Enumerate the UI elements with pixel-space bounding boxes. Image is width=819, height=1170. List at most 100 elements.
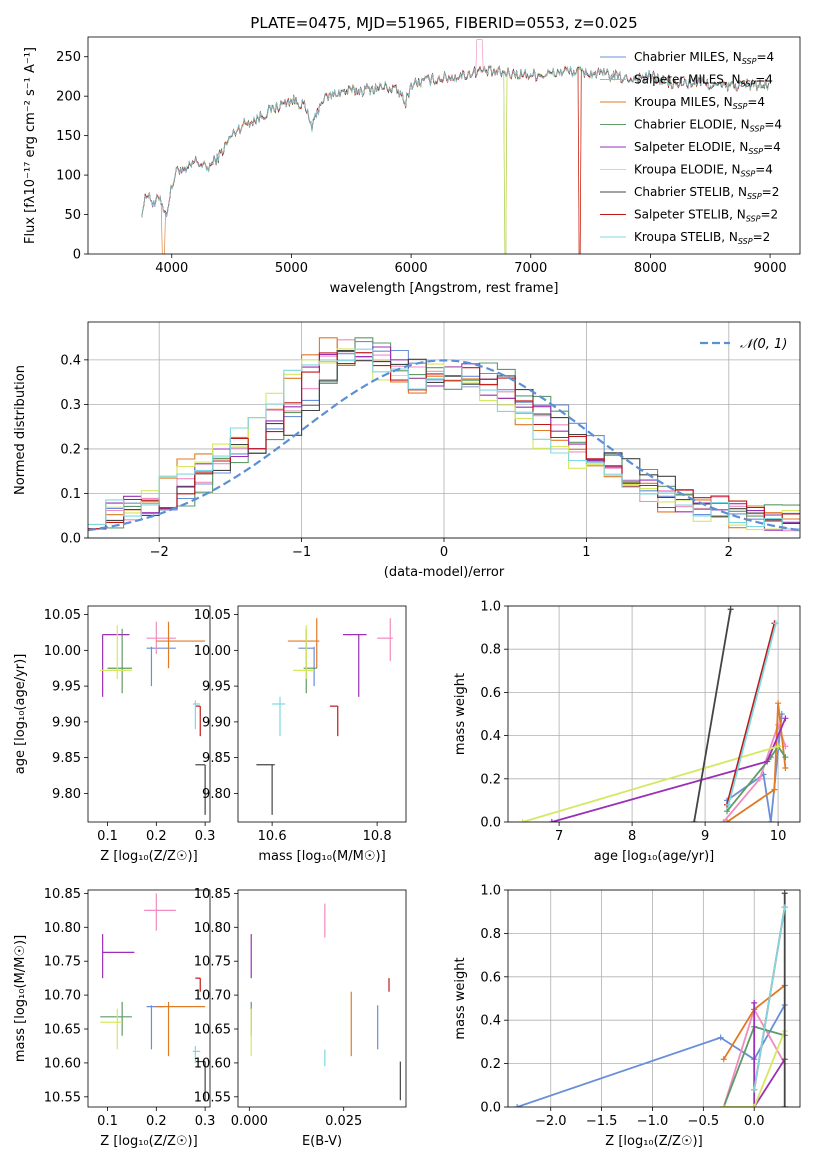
y-tick-label: 10.05	[194, 608, 231, 623]
weight-marker-kroupa_elodie	[775, 743, 782, 750]
y-tick-label: 200	[56, 90, 81, 105]
errorbar-point-salpeter_miles	[146, 621, 176, 654]
y-tick-label: 0.4	[60, 353, 81, 368]
plot-area	[88, 337, 800, 532]
plot-area	[514, 890, 788, 1107]
legend-subscript: SSP	[738, 237, 753, 246]
x-tick-label: 9000	[754, 261, 787, 276]
y-tick-label: 10.80	[194, 921, 231, 936]
weight-marker-salpeter_miles	[720, 819, 727, 822]
x-axis-label: mass [log₁₀(M/M☉)]	[258, 849, 385, 864]
y-tick-label: 9.95	[202, 680, 231, 695]
y-axis-label: age [log₁₀(age/yr)]	[13, 654, 28, 775]
x-tick-label: 8	[628, 829, 636, 844]
legend-label: Chabrier MILES, NSSP=4	[634, 50, 774, 66]
weight-marker-chabrier_miles	[514, 1104, 521, 1107]
legend-label: Salpeter ELODIE, NSSP=4	[634, 140, 781, 156]
weight-line-chabrier_miles	[726, 713, 783, 822]
weight-line-salpeter_stelib	[726, 623, 776, 805]
panel-mass_vs_Z: 0.1 0.2 0.3 10.55 10.60 10.65 10.70 10.75 10.80 1…	[13, 887, 215, 1149]
x-tick-label: −1.5	[586, 1114, 618, 1129]
y-tick-label: 9.95	[52, 680, 81, 695]
panel-weight_vs_age: 7 8 9 10 0.0 0.2 0.4 0.6 0.8 1.0 age [log₁₀(age/yr…	[453, 600, 801, 864]
errorbar-point-salpeter_miles	[144, 893, 176, 931]
legend-label: Kroupa MILES, NSSP=4	[634, 95, 765, 111]
legend-value: =2	[760, 208, 778, 222]
weight-marker-kroupa_stelib	[781, 904, 788, 911]
legend-value: =2	[762, 185, 780, 199]
errorbar-point-salpeter_miles	[377, 618, 393, 662]
x-tick-label: 9	[701, 829, 709, 844]
y-tick-label: 10.65	[194, 1023, 231, 1038]
y-tick-label: 50	[64, 208, 81, 223]
y-tick-label: 10.75	[44, 955, 81, 970]
panel-age_vs_Z: 0.1 0.2 0.3 9.80 9.85 9.90 9.95 10.00 10.05 Z [lo…	[13, 605, 215, 864]
errorbar-point-salpeter_stelib	[329, 705, 339, 737]
errorbar-point-chabrier_miles	[146, 646, 176, 687]
y-tick-label: 0.6	[480, 970, 501, 985]
y-axis-label: mass weight	[453, 957, 468, 1039]
weight-marker-kroupa_elodie	[519, 819, 526, 822]
weight-marker-kroupa_stelib	[725, 801, 732, 808]
errorbar-point-salpeter_elodie	[102, 634, 130, 697]
weight-line-kroupa_elodie	[723, 1030, 786, 1107]
weight-marker-kroupa_stelib	[772, 620, 779, 627]
legend-subscript: SSP	[747, 192, 762, 201]
errorbar-point-chabrier_stelib	[195, 1060, 206, 1101]
weight-marker-kroupa_stelib	[751, 1086, 758, 1093]
y-tick-label: 10.85	[194, 887, 231, 902]
x-tick-label: 8000	[634, 261, 667, 276]
x-tick-label: −2	[150, 545, 169, 560]
errorbar-point-salpeter_stelib	[195, 705, 201, 737]
weight-marker-chabrier_elodie	[724, 808, 730, 815]
x-tick-label: 7	[555, 829, 563, 844]
y-tick-label: 10.70	[44, 989, 81, 1004]
errorbar-point-kroupa_stelib	[272, 696, 286, 737]
errorbar-point-chabrier_elodie	[303, 628, 317, 694]
axes-frame	[87, 605, 211, 823]
y-tick-label: 0.3	[60, 398, 81, 413]
y-tick-label: 10.70	[194, 989, 231, 1004]
errorbar-point-kroupa_miles	[287, 618, 320, 669]
y-tick-label: 9.85	[202, 751, 231, 766]
legend-value: =4	[763, 140, 781, 154]
x-tick-label: 7000	[514, 261, 547, 276]
plot-area	[256, 618, 393, 815]
y-tick-label: 0.2	[480, 772, 501, 787]
chart-title: PLATE=0475, MJD=51965, FIBERID=0553, z=0…	[250, 14, 637, 32]
legend-value: =4	[764, 118, 782, 132]
x-tick-label: 2	[725, 545, 733, 560]
y-tick-label: 0.2	[60, 442, 81, 457]
y-tick-label: 10.55	[44, 1090, 81, 1105]
axes-frame	[507, 605, 801, 823]
legend-value: =4	[755, 163, 773, 177]
weight-marker-salpeter_miles	[756, 775, 763, 782]
weight-marker-kroupa_elodie	[751, 1104, 758, 1107]
x-tick-label: 0.1	[97, 1114, 118, 1129]
spectrum-line-kroupa_stelib	[141, 64, 769, 218]
legend-label: Chabrier STELIB, NSSP=2	[634, 185, 779, 201]
errorbar-point-chabrier_elodie	[100, 1001, 132, 1036]
weight-marker-salpeter_elodie	[751, 999, 758, 1006]
legend-subscript: SSP	[741, 80, 756, 89]
y-tick-label: 0.8	[480, 927, 501, 942]
legend-value: =2	[753, 230, 771, 244]
legend-subscript: SSP	[748, 147, 763, 156]
grid	[508, 605, 800, 823]
y-tick-label: 10.80	[44, 921, 81, 936]
axes-frame	[87, 321, 801, 539]
weight-marker-chabrier_elodie	[782, 754, 789, 761]
y-tick-label: 10.00	[194, 644, 231, 659]
weight-marker-kroupa_miles	[720, 1056, 727, 1063]
plot-area	[519, 606, 789, 822]
y-tick-label: 10.75	[194, 955, 231, 970]
weight-marker-chabrier_stelib	[781, 1104, 788, 1107]
y-tick-label: 0.1	[60, 487, 81, 502]
plot-area	[100, 621, 206, 815]
errorbar-point-salpeter_elodie	[343, 634, 367, 697]
x-tick-label: −1.0	[637, 1114, 669, 1129]
weight-marker-chabrier_miles	[717, 1034, 724, 1041]
x-tick-label: 0.2	[146, 829, 167, 844]
legend-value: =4	[756, 50, 774, 64]
x-tick-label: 10.8	[363, 829, 392, 844]
